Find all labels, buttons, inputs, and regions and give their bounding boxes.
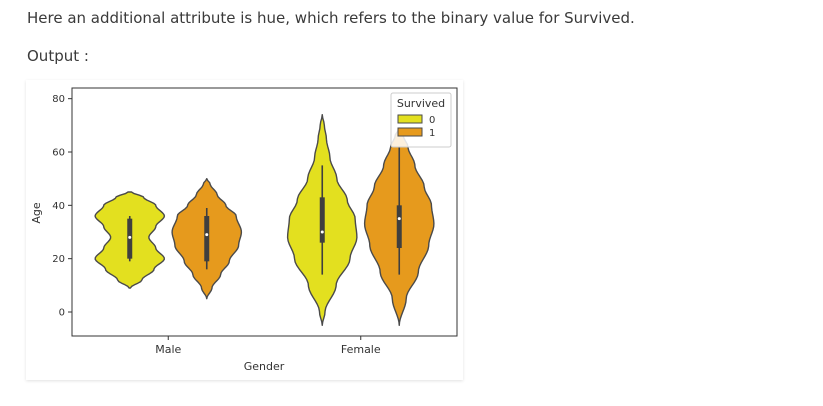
plot-frame	[71, 87, 458, 337]
x-tick-label: Female	[341, 343, 381, 356]
y-tick-label: 20	[52, 254, 65, 265]
y-tick-label: 0	[59, 308, 65, 319]
output-label: Output :	[27, 47, 89, 65]
iqr-box	[319, 197, 325, 243]
y-tick-label: 60	[52, 148, 65, 159]
median-marker	[397, 217, 401, 221]
x-tick-label: Male	[155, 343, 181, 356]
figure-card: 0 20 40 60 80 Male Female Gender Age Survived…	[26, 80, 463, 380]
y-tick-label: 40	[52, 201, 65, 212]
legend-swatch-1	[397, 127, 423, 137]
x-axis: Male Female	[155, 336, 381, 356]
iqr-box	[204, 216, 210, 262]
legend-title: Survived	[397, 97, 445, 110]
median-marker	[128, 235, 132, 239]
box-layer	[127, 146, 402, 275]
y-axis: 0 20 40 60 80	[52, 94, 72, 319]
y-tick-label: 80	[52, 94, 65, 105]
x-axis-label: Gender	[244, 360, 285, 373]
legend-items: 01	[397, 114, 435, 139]
median-marker	[205, 233, 209, 237]
legend: Survived 01	[390, 92, 452, 148]
legend-label-0: 0	[429, 115, 435, 126]
intro-text: Here an additional attribute is hue, whi…	[27, 9, 635, 27]
legend-swatch-0	[397, 114, 423, 124]
violin-chart: 0 20 40 60 80 Male Female Gender Age Survived…	[30, 87, 458, 373]
median-marker	[320, 230, 324, 234]
y-axis-label: Age	[30, 202, 43, 224]
iqr-box	[396, 205, 402, 248]
legend-label-1: 1	[429, 128, 435, 139]
violins-layer	[94, 113, 435, 327]
